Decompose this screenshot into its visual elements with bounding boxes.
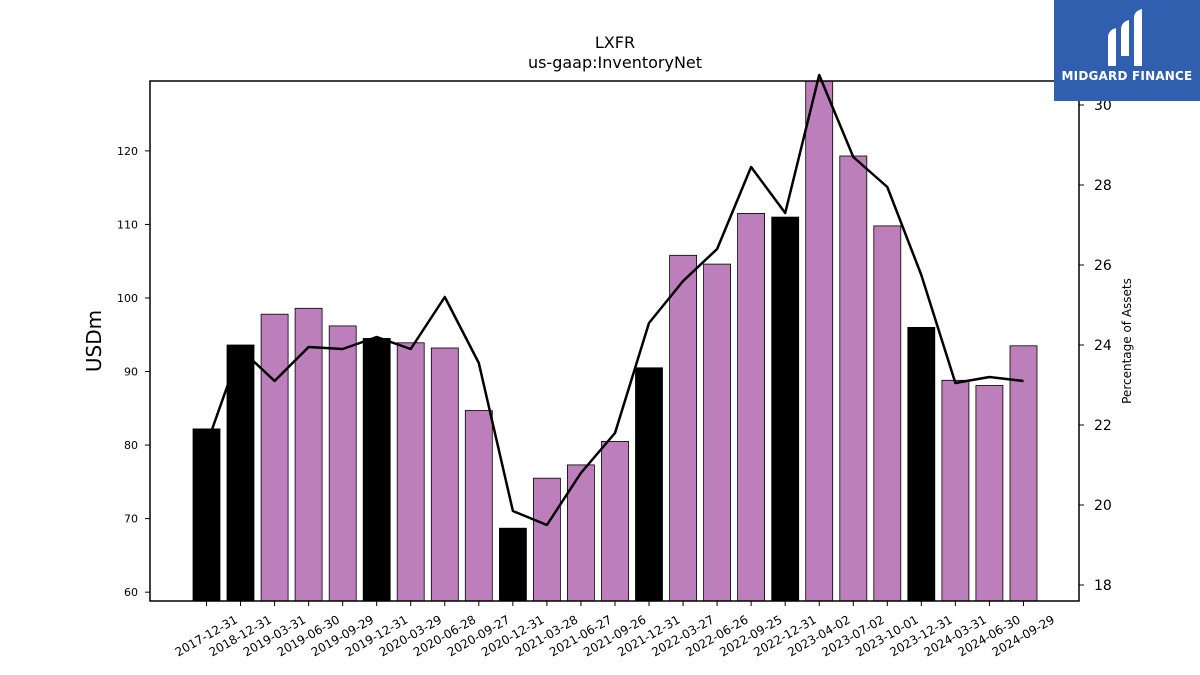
bar [498, 527, 527, 602]
y-axis-left: 60 70 80 90 100 110 120 [117, 145, 150, 599]
bar [601, 440, 629, 602]
y-tick-label: 80 [124, 439, 138, 452]
y2-tick-label: 18 [1094, 578, 1112, 594]
y-tick-label: 90 [124, 366, 138, 379]
bar [328, 325, 357, 602]
y2-axis-label: Percentage of Assets [1120, 278, 1134, 404]
bar [396, 342, 425, 602]
bar [941, 379, 970, 602]
bar [703, 263, 731, 602]
bar [635, 367, 663, 602]
brand-name: MIDGARD FINANCE [1061, 69, 1193, 83]
bar [805, 80, 834, 602]
y-tick-label: 60 [124, 586, 138, 599]
bars-group [192, 80, 1038, 602]
brand-logo: MIDGARD FINANCE [1054, 0, 1200, 101]
bar [362, 337, 391, 602]
y-tick-label: 110 [117, 218, 138, 231]
bar [771, 216, 800, 602]
y2-tick-label: 22 [1094, 418, 1112, 434]
chart-subtitle: us-gaap:InventoryNet [528, 53, 702, 72]
y-tick-label: 120 [117, 145, 138, 158]
y2-tick-label: 24 [1094, 338, 1112, 354]
chart-title: LXFR [595, 33, 635, 52]
y2-tick-label: 20 [1094, 498, 1112, 514]
bar [533, 477, 561, 602]
y-axis-right: 18 20 22 24 26 28 30 [1079, 98, 1112, 594]
logo-mark-icon [1108, 9, 1142, 66]
bar [226, 344, 255, 602]
bar [1009, 345, 1038, 602]
bar [975, 385, 1004, 602]
y-axis-label: USDm [82, 310, 106, 372]
bar [669, 254, 697, 602]
bar [839, 155, 868, 602]
y2-tick-label: 30 [1094, 98, 1112, 114]
bar [192, 428, 221, 602]
bar [907, 326, 936, 602]
bar [260, 313, 289, 602]
bar [294, 307, 323, 602]
y-tick-label: 70 [124, 513, 138, 526]
bar [873, 225, 902, 602]
bar [464, 410, 493, 602]
x-axis: 2017-12-312018-12-312019-03-312019-06-30… [173, 601, 1057, 659]
y2-tick-label: 28 [1094, 178, 1112, 194]
y-tick-label: 100 [117, 292, 138, 305]
bar [737, 212, 765, 602]
bar [430, 347, 459, 602]
y2-tick-label: 26 [1094, 258, 1112, 274]
percentage-line [205, 73, 1024, 527]
line-group [205, 73, 1024, 527]
